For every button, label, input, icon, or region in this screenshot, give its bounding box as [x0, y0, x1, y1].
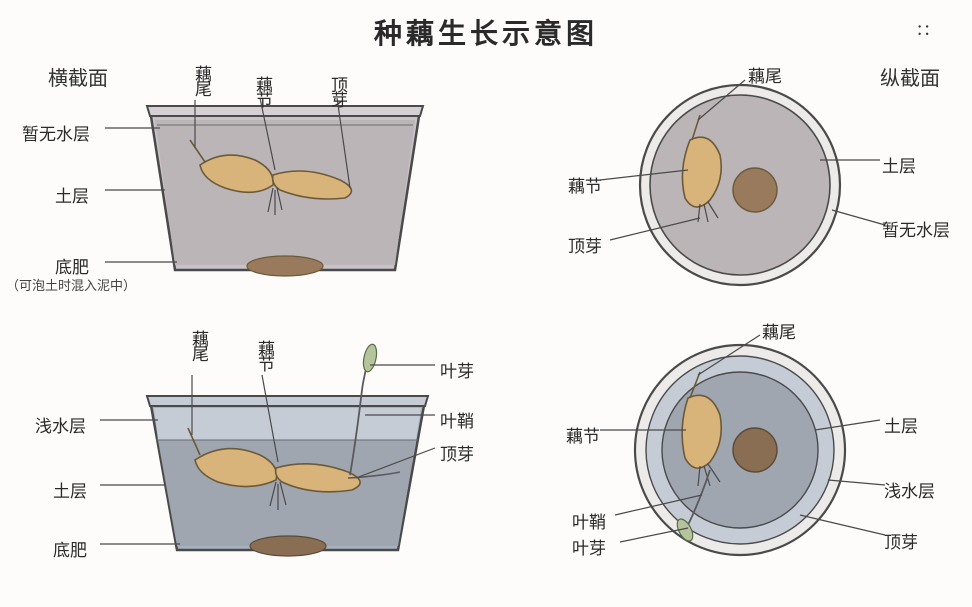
- label-yeya-b: 叶芽: [440, 357, 474, 382]
- label-dingya-b: 顶芽: [440, 440, 474, 465]
- label-oujie-c: 藕节: [568, 172, 602, 197]
- label-tuceng-a: 土层: [55, 182, 89, 207]
- label-oujie-a: 藕节: [250, 76, 275, 106]
- label-ouwei-b: 藕尾: [186, 330, 211, 360]
- corner-dots: ::: [917, 18, 932, 41]
- label-qianshui-b: 浅水层: [35, 412, 86, 437]
- label-dingya-d: 顶芽: [884, 528, 918, 553]
- label-yeqiao-b: 叶鞘: [440, 407, 474, 432]
- label-ouwei-d: 藕尾: [762, 318, 796, 343]
- label-difei-b: 底肥: [53, 536, 87, 561]
- label-ouwei-a: 藕尾: [189, 65, 214, 95]
- label-zanwu-a: 暂无水层: [22, 120, 90, 145]
- label-tuceng-b: 土层: [53, 477, 87, 502]
- label-yeqiao-d: 叶鞘: [572, 508, 606, 533]
- label-oujie-d: 藕节: [566, 422, 600, 447]
- label-difei-sub: （可泡土时混入泥中）: [6, 275, 136, 294]
- panel-cross-bottom: [100, 320, 470, 570]
- panel-plan-bottom: [570, 320, 930, 570]
- diagram-title: 种藕生长示意图: [0, 12, 972, 52]
- label-qianshui-d: 浅水层: [884, 477, 935, 502]
- label-dingya-c: 顶芽: [568, 232, 602, 257]
- panel-cross-top: [105, 70, 465, 290]
- label-zanwu-c: 暂无水层: [882, 216, 950, 241]
- label-oujie-b: 藕节: [252, 340, 277, 370]
- section-label-left: 横截面: [48, 62, 108, 91]
- label-ouwei-c: 藕尾: [748, 62, 782, 87]
- label-tuceng-d: 土层: [884, 412, 918, 437]
- label-dingya-a: 顶芽: [325, 76, 350, 106]
- label-yeya-d: 叶芽: [572, 534, 606, 559]
- panel-plan-top: [570, 70, 930, 290]
- label-tuceng-c: 土层: [882, 152, 916, 177]
